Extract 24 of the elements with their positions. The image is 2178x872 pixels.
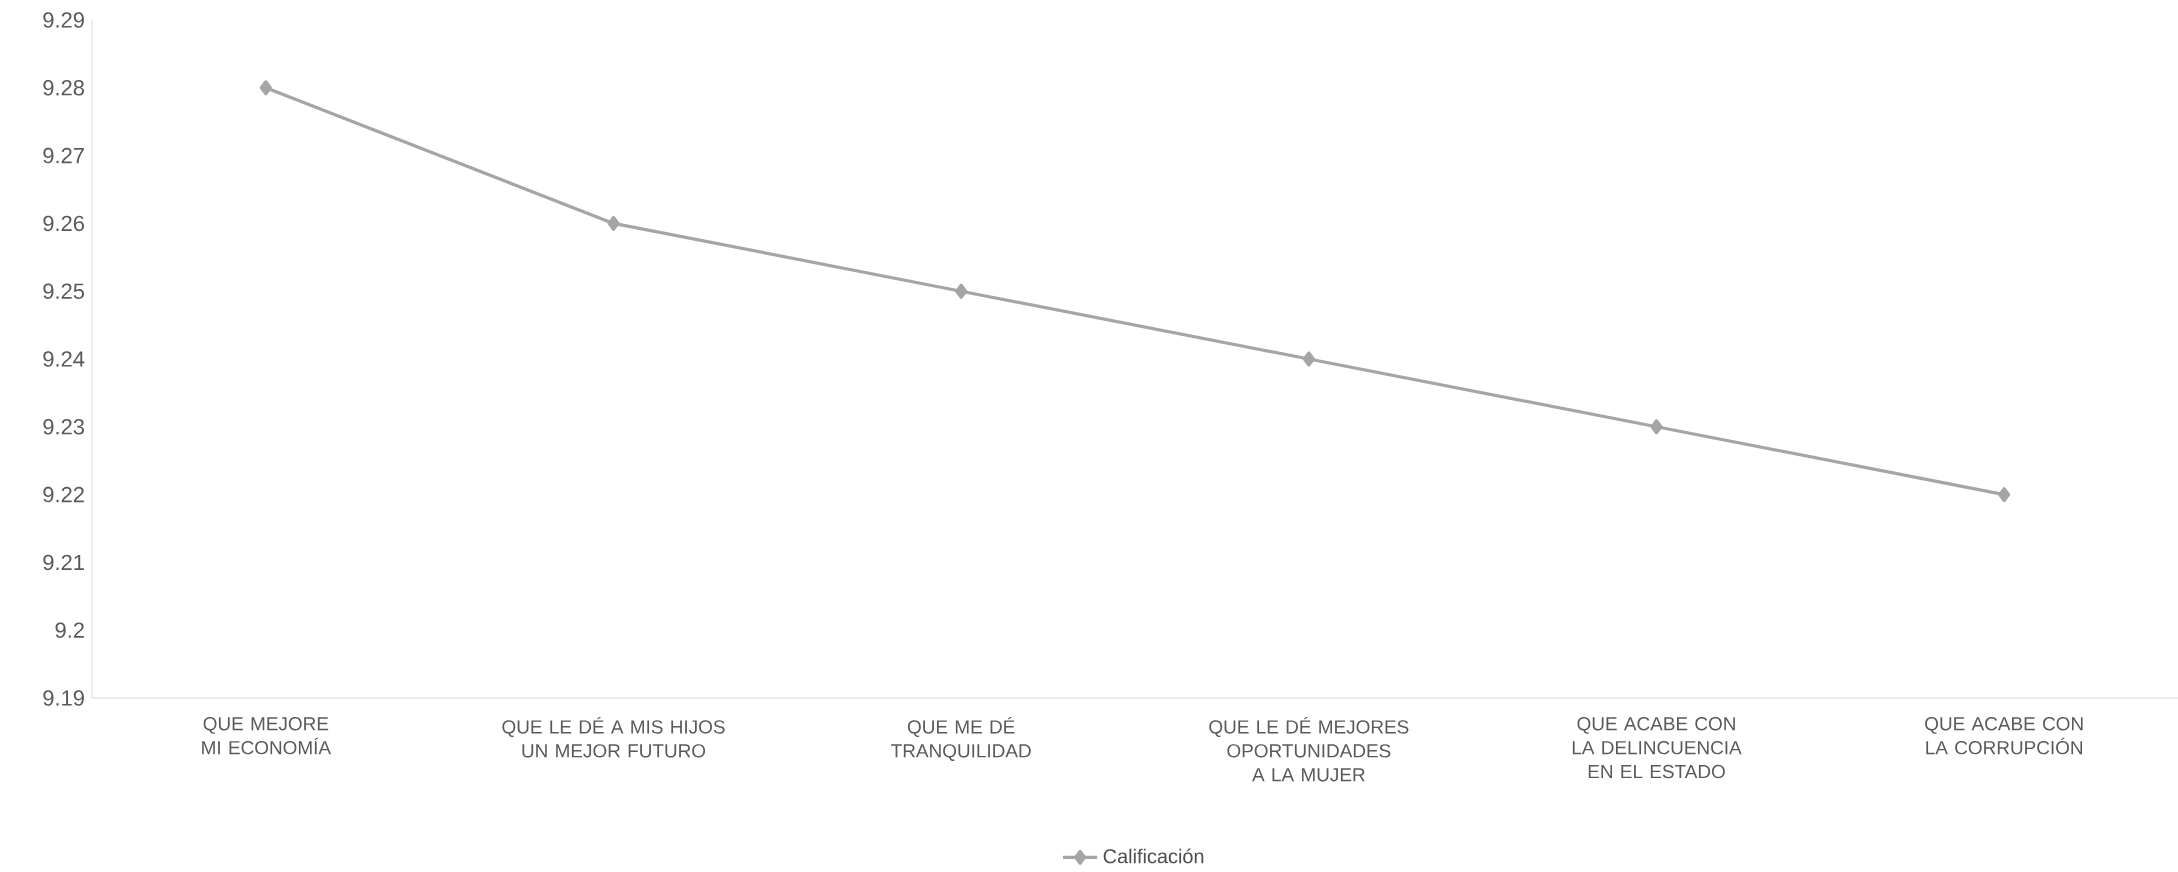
y-tick-label: 9.22 <box>43 486 84 503</box>
x-tick-label: QUE MEJORE MI ECONOMÍA <box>202 717 331 755</box>
y-tick-label: 9.24 <box>43 351 85 367</box>
x-tick-label: QUE LE DÉ A MIS HIJOS UN MEJOR FUTURO <box>502 717 725 758</box>
y-tick-label: 9.28 <box>43 80 84 96</box>
x-tick-label: QUE ACABE CON LA CORRUPCIÓN <box>1925 717 2083 755</box>
x-tick-label: QUE LE DÉ MEJORES OPORTUNIDADES A LA MUJER <box>1209 717 1409 782</box>
x-tick-label: QUE ME DÉ TRANQUILIDAD <box>891 717 1031 761</box>
point <box>1650 419 1663 435</box>
x-tick-label: QUE ACABE CON LA DELINCUENCIA EN EL ESTADO <box>1572 717 1742 779</box>
y-tick-label: 9.29 <box>43 12 84 28</box>
point <box>259 80 272 96</box>
point <box>607 215 620 231</box>
point <box>1998 487 2011 503</box>
point <box>1302 351 1315 367</box>
y-tick-label: 9.25 <box>43 283 85 299</box>
point <box>955 283 968 299</box>
y-tick-label: 9.26 <box>43 215 84 232</box>
y-tick-label: 9.19 <box>43 690 84 706</box>
y-tick-label: 9.27 <box>43 147 84 164</box>
legend-label: Calificación <box>1103 848 1204 864</box>
y-tick-label: 9.2 <box>55 622 84 638</box>
y-tick-label: 9.21 <box>43 554 84 571</box>
y-tick-label: 9.23 <box>43 419 84 435</box>
